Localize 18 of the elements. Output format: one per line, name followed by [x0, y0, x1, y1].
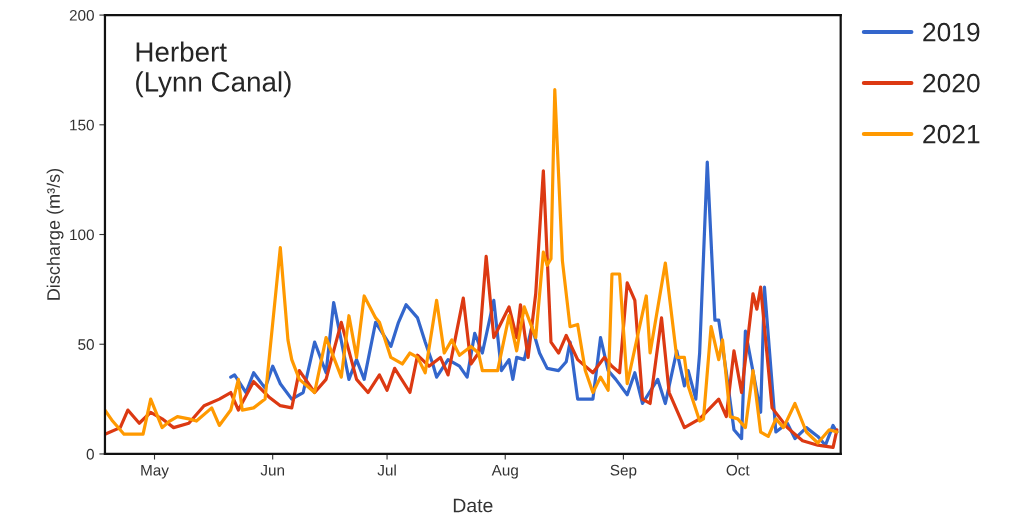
- x-tick-label: Jun: [260, 464, 285, 476]
- legend-label: 2021: [923, 124, 980, 144]
- y-tick-label: 200: [69, 9, 94, 21]
- y-axis-title: Discharge (m³/s): [46, 168, 64, 300]
- y-tick-label: 50: [78, 339, 94, 350]
- x-axis-title: Date: [453, 498, 493, 513]
- x-tick-label: Oct: [726, 464, 750, 476]
- legend-label: 2020: [923, 73, 980, 93]
- x-tick-label: Jul: [377, 464, 396, 476]
- y-tick-label: 100: [70, 229, 94, 241]
- x-tick-label: May: [141, 464, 169, 479]
- line-series: [104, 169, 839, 449]
- x-tick-label: Sep: [610, 464, 637, 479]
- annotation: Herbert (Lynn Canal): [136, 41, 291, 98]
- x-tick-label: Aug: [491, 464, 518, 479]
- y-tick-label: 150: [70, 119, 94, 131]
- legend-label: 2019: [923, 22, 980, 42]
- y-tick-label: 0: [86, 448, 94, 460]
